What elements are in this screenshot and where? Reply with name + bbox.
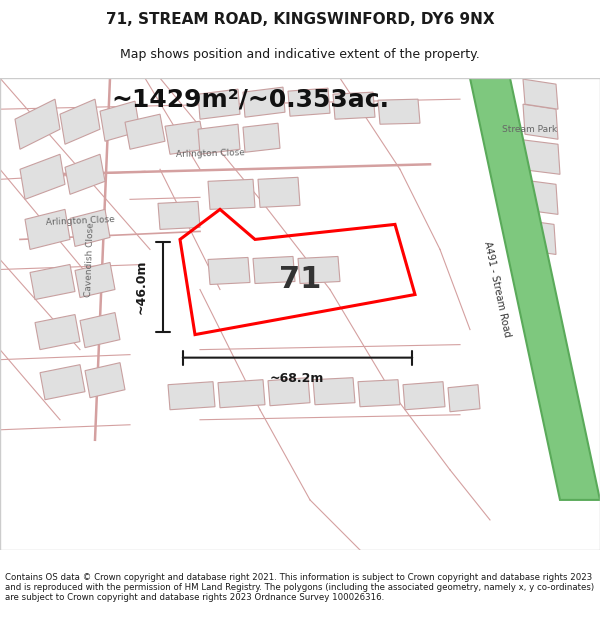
Polygon shape [518, 179, 558, 214]
Text: ~46.0m: ~46.0m [135, 259, 148, 314]
Text: Stream Park: Stream Park [502, 125, 557, 134]
Polygon shape [268, 378, 310, 406]
Text: Arlington Close: Arlington Close [175, 149, 245, 159]
Text: Map shows position and indicative extent of the property.: Map shows position and indicative extent… [120, 48, 480, 61]
Polygon shape [523, 104, 558, 139]
Polygon shape [158, 201, 200, 229]
Polygon shape [30, 264, 75, 299]
Polygon shape [60, 99, 100, 144]
Polygon shape [40, 364, 85, 400]
Polygon shape [298, 256, 340, 284]
Polygon shape [198, 124, 240, 154]
Text: ~1429m²/~0.353ac.: ~1429m²/~0.353ac. [111, 87, 389, 111]
Polygon shape [208, 179, 255, 209]
Polygon shape [25, 209, 70, 249]
Polygon shape [100, 101, 140, 141]
Text: Arlington Close: Arlington Close [46, 216, 115, 227]
Polygon shape [243, 87, 285, 118]
Polygon shape [35, 314, 80, 349]
Polygon shape [165, 121, 205, 154]
Polygon shape [518, 219, 556, 254]
Polygon shape [65, 154, 105, 194]
Text: 71: 71 [279, 265, 321, 294]
Polygon shape [198, 89, 240, 119]
Polygon shape [85, 362, 125, 398]
Text: Contains OS data © Crown copyright and database right 2021. This information is : Contains OS data © Crown copyright and d… [5, 572, 595, 602]
Polygon shape [288, 88, 330, 116]
Polygon shape [15, 99, 60, 149]
Polygon shape [403, 382, 445, 410]
Polygon shape [258, 177, 300, 208]
Polygon shape [518, 139, 560, 174]
Polygon shape [313, 378, 355, 405]
Polygon shape [448, 385, 480, 412]
Text: A491 - Stream Road: A491 - Stream Road [482, 241, 512, 338]
Polygon shape [358, 379, 400, 407]
Polygon shape [218, 379, 265, 408]
Polygon shape [168, 382, 215, 410]
Polygon shape [208, 258, 250, 284]
Text: Cavendish Close: Cavendish Close [84, 222, 96, 297]
Polygon shape [70, 209, 110, 246]
Polygon shape [253, 256, 295, 284]
Polygon shape [470, 78, 600, 500]
Polygon shape [378, 99, 420, 124]
Polygon shape [80, 312, 120, 348]
Polygon shape [20, 154, 65, 199]
Polygon shape [125, 114, 165, 149]
Polygon shape [243, 123, 280, 152]
Polygon shape [75, 262, 115, 298]
Text: 71, STREAM ROAD, KINGSWINFORD, DY6 9NX: 71, STREAM ROAD, KINGSWINFORD, DY6 9NX [106, 12, 494, 27]
Polygon shape [523, 79, 558, 109]
Polygon shape [333, 92, 375, 119]
Text: ~68.2m: ~68.2m [270, 372, 324, 384]
